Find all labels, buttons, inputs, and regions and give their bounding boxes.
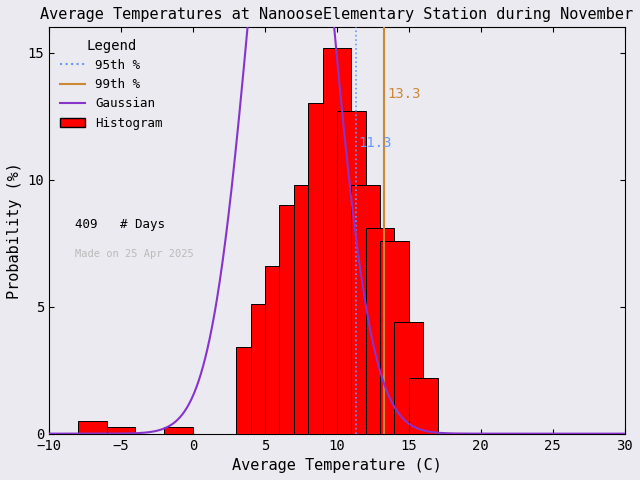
Bar	[251, 304, 279, 433]
Bar	[351, 185, 380, 433]
Bar	[365, 228, 394, 433]
Bar	[265, 266, 294, 433]
Bar	[294, 185, 323, 433]
Legend: 95th %, 99th %, Gaussian, Histogram: 95th %, 99th %, Gaussian, Histogram	[56, 34, 168, 134]
Text: 13.3: 13.3	[387, 87, 420, 101]
Text: 11.3: 11.3	[358, 136, 392, 150]
X-axis label: Average Temperature (C): Average Temperature (C)	[232, 458, 442, 473]
Bar	[337, 111, 365, 433]
Y-axis label: Probability (%): Probability (%)	[7, 162, 22, 299]
Bar	[323, 48, 351, 433]
Bar	[78, 421, 107, 433]
Bar	[107, 427, 136, 433]
Bar	[394, 322, 423, 433]
Bar	[409, 378, 438, 433]
Bar	[164, 427, 193, 433]
Bar	[279, 205, 308, 433]
Bar	[380, 240, 409, 433]
Title: Average Temperatures at NanooseElementary Station during November: Average Temperatures at NanooseElementar…	[40, 7, 634, 22]
Text: 409   # Days: 409 # Days	[75, 218, 165, 231]
Text: Made on 25 Apr 2025: Made on 25 Apr 2025	[75, 249, 194, 259]
Bar	[236, 348, 265, 433]
Bar	[308, 104, 337, 433]
